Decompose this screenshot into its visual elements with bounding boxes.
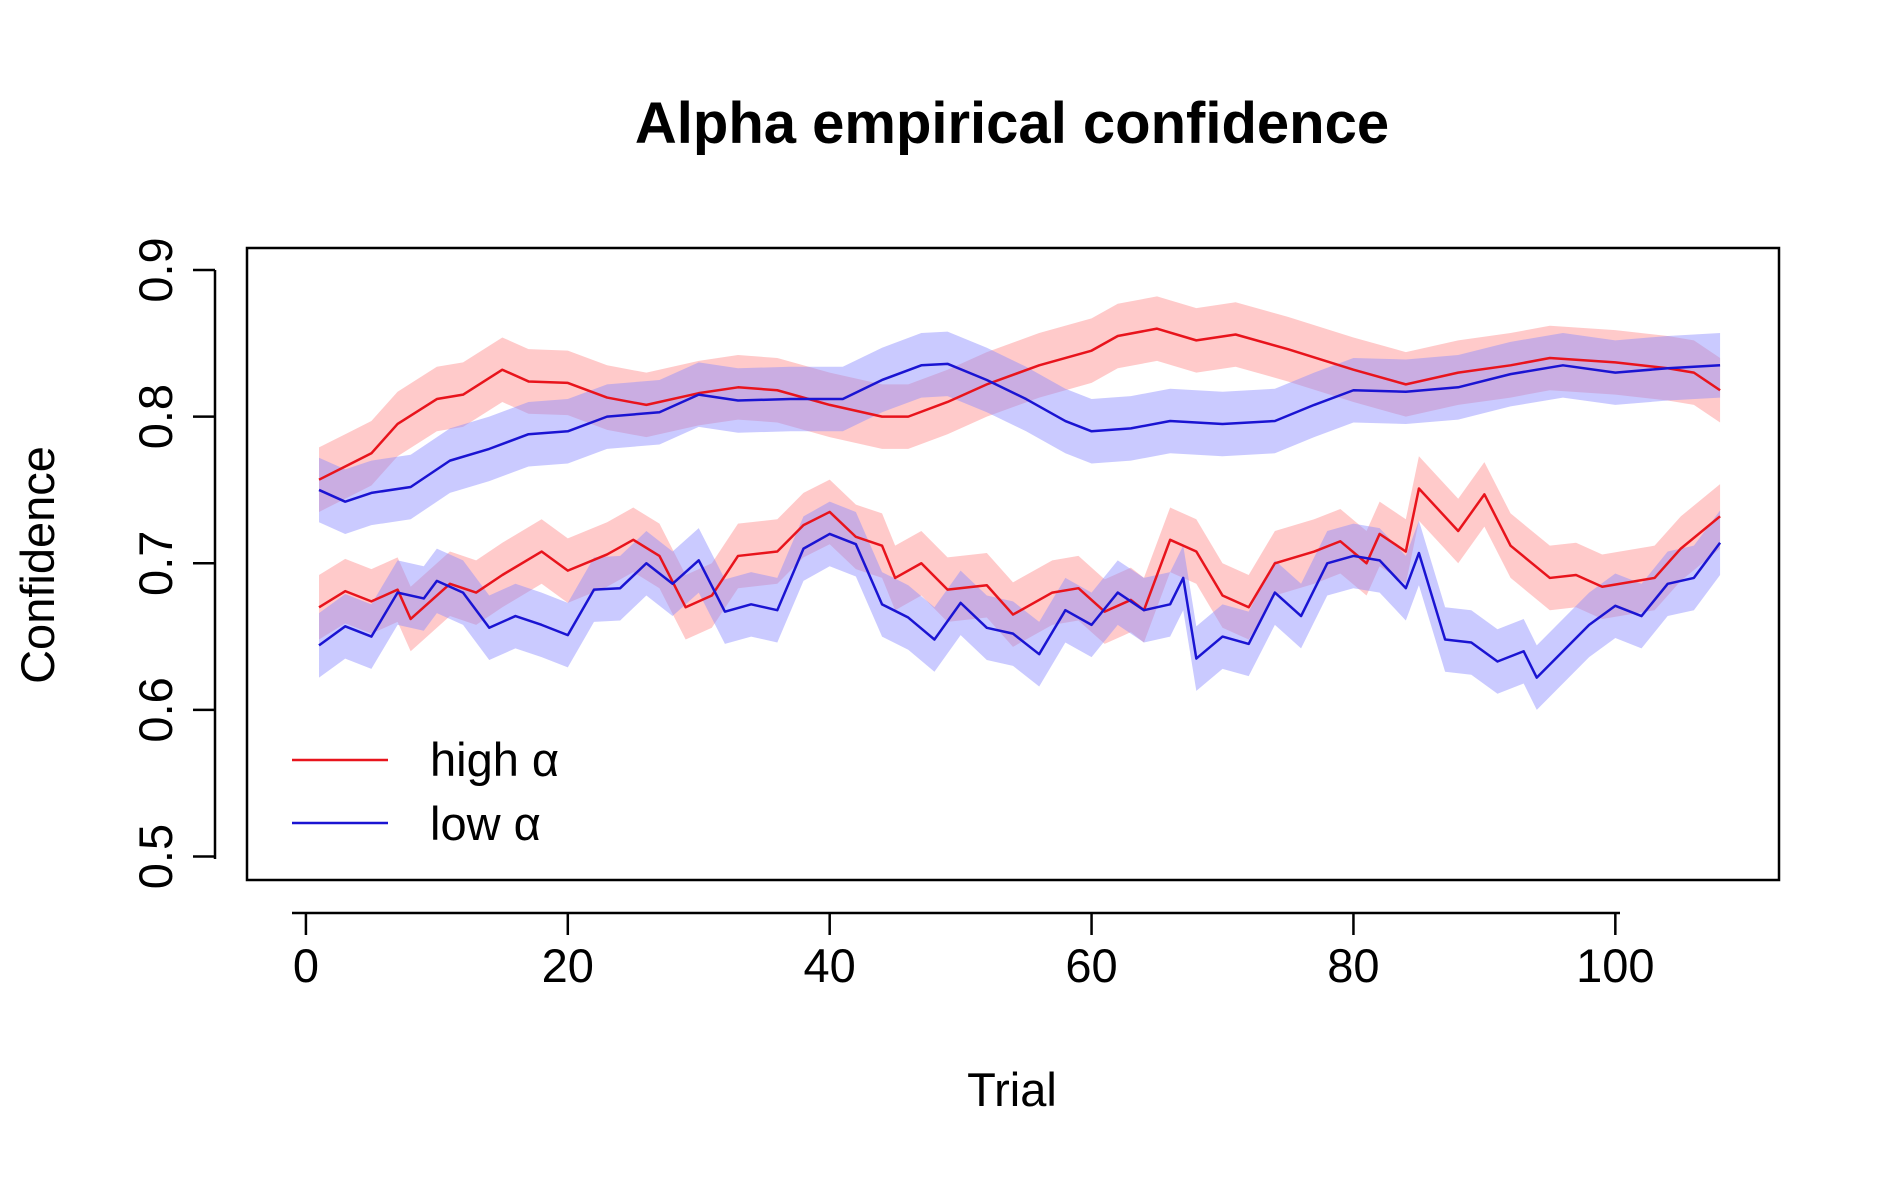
x-tick-label-100: 100 (1576, 939, 1654, 992)
high-alpha-lower-line (318, 487, 1721, 621)
x-axis-label: Trial (967, 1063, 1057, 1116)
legend: high α low α (292, 733, 559, 850)
x-tick-label-60: 60 (1065, 939, 1117, 992)
y-axis-label: Confidence (11, 446, 64, 684)
x-axis: 0 20 40 60 80 100 (292, 911, 1655, 992)
y-tick-label-0.6: 0.6 (129, 677, 182, 742)
plot-frame (245, 246, 1781, 882)
x-tick-label-80: 80 (1327, 939, 1379, 992)
chart-title: Alpha empirical confidence (635, 91, 1389, 156)
y-tick-label-0.9: 0.9 (129, 237, 182, 302)
x-tick-label-40: 40 (804, 939, 856, 992)
low-alpha-lower-line (318, 532, 1722, 679)
y-tick-label-0.5: 0.5 (129, 824, 182, 889)
high-alpha-upper-line (318, 327, 1721, 481)
high-alpha-upper-band (319, 296, 1721, 512)
x-tick-label-20: 20 (542, 939, 594, 992)
low-alpha-upper-line (318, 362, 1721, 503)
low-alpha-upper-band (319, 331, 1721, 534)
y-tick-label-0.7: 0.7 (129, 531, 182, 596)
y-axis: 0.5 0.6 0.7 0.8 0.9 (129, 237, 217, 889)
x-tick-label-0: 0 (293, 939, 319, 992)
high-alpha-lower-band (319, 456, 1721, 652)
series-lines (318, 327, 1722, 679)
y-tick-label-0.8: 0.8 (129, 384, 182, 449)
legend-low-label: low α (430, 797, 541, 850)
legend-high-label: high α (430, 733, 559, 786)
